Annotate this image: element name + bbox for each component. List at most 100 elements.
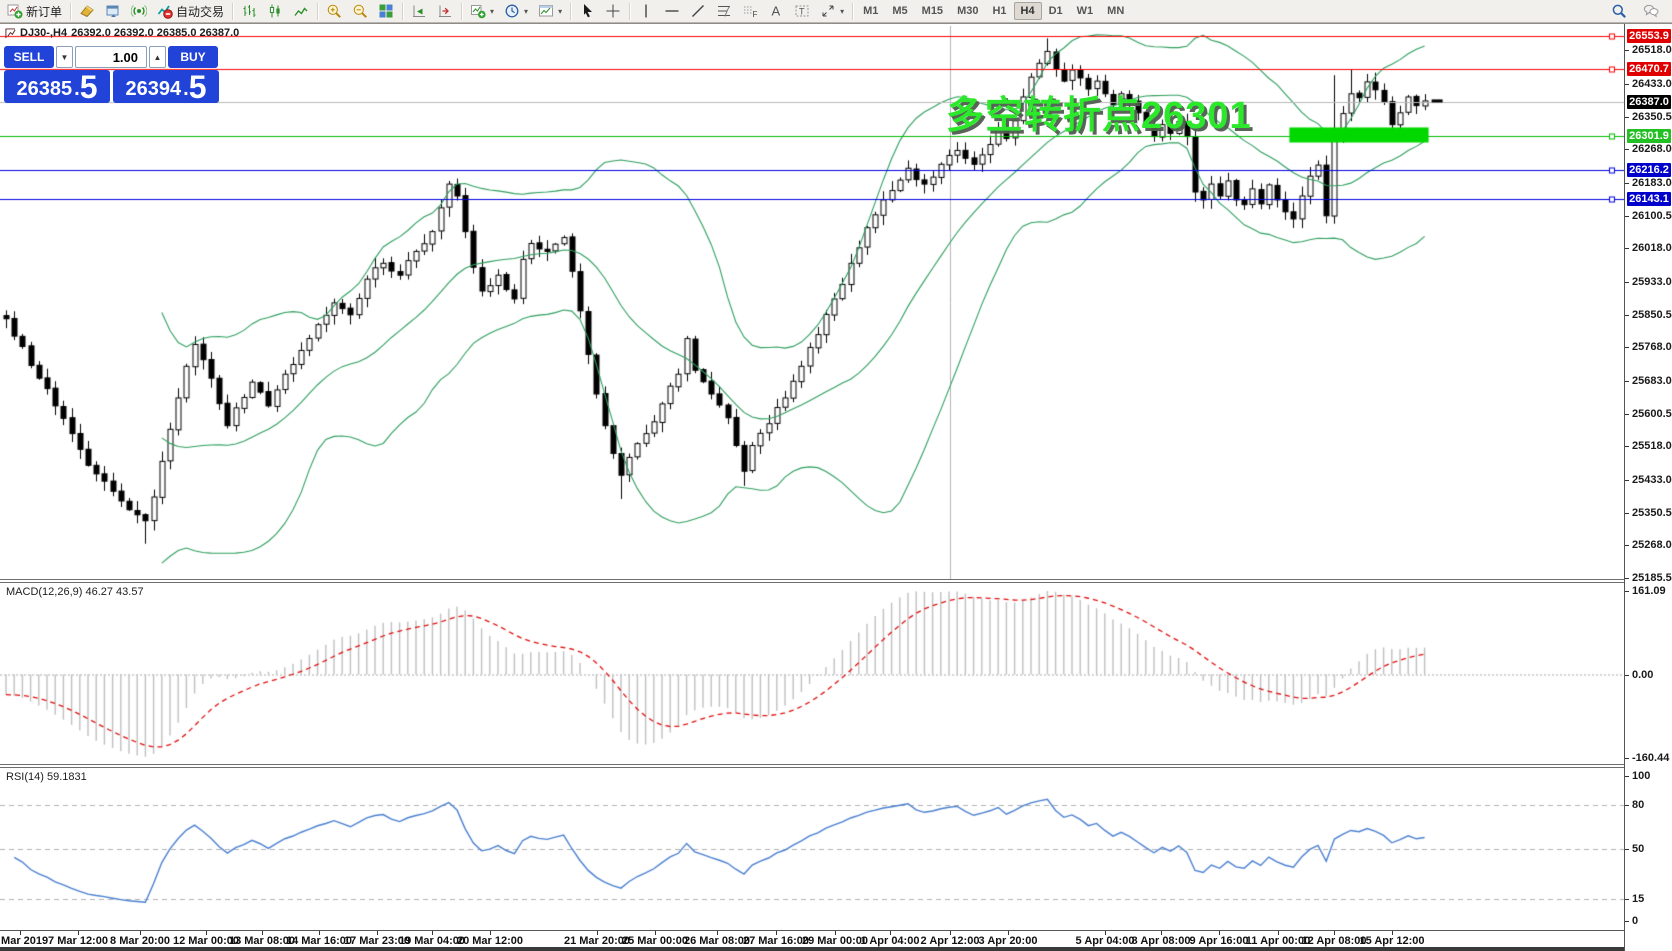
trendline-button[interactable]	[685, 0, 711, 23]
volume-input[interactable]	[75, 46, 147, 68]
cursor-icon	[579, 3, 595, 19]
price-line-badge: 26143.1	[1627, 192, 1671, 206]
tf-m5[interactable]: M5	[892, 5, 908, 17]
text-label-button[interactable]: T	[789, 0, 815, 23]
sell-button[interactable]: SELL	[4, 46, 54, 68]
axis-tick-mark	[1625, 578, 1629, 579]
toolbar-separator	[570, 2, 572, 20]
fibonacci-button[interactable]	[711, 0, 737, 23]
crosshair-button[interactable]	[600, 0, 626, 23]
terminal-button[interactable]	[100, 0, 126, 23]
tf-m30[interactable]: M30	[957, 5, 979, 17]
time-tick-label: 8 Mar 20:00	[110, 935, 170, 947]
buy-button[interactable]: BUY	[168, 46, 218, 68]
volume-increase-button[interactable]: ▲	[149, 46, 166, 68]
price-tick-label: 26018.0	[1632, 242, 1672, 254]
time-tick-mark	[1161, 931, 1162, 935]
buy-price-main: 26394	[125, 78, 182, 100]
time-tick-mark	[835, 931, 836, 935]
auto-trading-button[interactable]: 自动交易	[152, 0, 229, 23]
profile-icon	[79, 3, 95, 19]
buy-price[interactable]: 26394 . 5	[113, 70, 219, 103]
time-tick-mark	[140, 931, 141, 935]
time-tick-label: 25 Mar 00:00	[621, 935, 689, 947]
panel-separator[interactable]	[0, 579, 1672, 583]
channels-button[interactable]: F	[737, 0, 763, 23]
axis-tick-mark	[1625, 758, 1629, 759]
price-tick-label: 25768.0	[1632, 341, 1672, 353]
zoom-in-button[interactable]	[321, 0, 347, 23]
bar-chart-button[interactable]	[236, 0, 262, 23]
toolbar-separator	[70, 2, 72, 20]
tf-mn[interactable]: MN	[1107, 5, 1125, 17]
price-tick-label: 26350.5	[1632, 111, 1672, 123]
chart-title: DJ30-,H4 26392.0 26392.0 26385.0 26387.0	[5, 27, 239, 39]
price-axis[interactable]: 26518.0 26433.0 26350.5 26268.0 26183.0 26100…	[1624, 24, 1672, 951]
arrows-button[interactable]: ▾	[815, 0, 849, 23]
toolbar: 新订单 自动交易 ▾ ▾ ▾ F A T ▾ M1 M5 M15 M30 H1 H4 D1 W1 MN	[0, 0, 1672, 23]
zoom-out-button[interactable]	[347, 0, 373, 23]
axis-tick-mark	[1625, 414, 1629, 415]
price-tick-label: 26100.5	[1632, 210, 1672, 222]
chat-button[interactable]	[1638, 0, 1664, 23]
auto-scroll-button[interactable]	[406, 0, 432, 23]
text-button[interactable]: A	[763, 0, 789, 23]
vertical-line-button[interactable]	[633, 0, 659, 23]
time-tick-label: 20 Mar 12:00	[456, 935, 524, 947]
price-tick-label: 80	[1632, 799, 1645, 811]
tf-m15[interactable]: M15	[921, 5, 944, 17]
buy-price-frac: 5	[188, 69, 207, 105]
tf-h1[interactable]: H1	[992, 5, 1007, 17]
new-order-button[interactable]: 新订单	[2, 0, 67, 23]
axis-tick-mark	[1625, 347, 1629, 348]
grid-icon: F	[742, 3, 758, 19]
svg-text:T: T	[799, 7, 805, 17]
crosshair-icon	[605, 3, 621, 19]
tf-d1[interactable]: D1	[1048, 5, 1063, 17]
tf-h4[interactable]: H4	[1013, 2, 1042, 20]
time-tick-mark	[20, 931, 21, 935]
macd-panel[interactable]	[0, 583, 1624, 766]
new-chart-button[interactable]: ▾	[465, 0, 499, 23]
price-line-badge: 26387.0	[1627, 95, 1671, 109]
chart-profile-button[interactable]	[74, 0, 100, 23]
chart-annotation-text[interactable]: 多空转折点26301	[946, 95, 1252, 137]
sell-price-frac: 5	[79, 69, 98, 105]
period-icon	[504, 3, 520, 19]
price-tick-label: 25518.0	[1632, 440, 1672, 452]
time-tick-label: 29 Mar 00:00	[801, 935, 869, 947]
time-tick-mark	[377, 931, 378, 935]
zoom-in-icon	[326, 3, 342, 19]
signals-button[interactable]	[126, 0, 152, 23]
main-chart[interactable]	[0, 26, 1624, 581]
tile-windows-button[interactable]	[373, 0, 399, 23]
new-order-icon	[7, 3, 23, 19]
chart-shift-button[interactable]	[432, 0, 458, 23]
buy-price-dot: .	[183, 78, 189, 100]
time-tick-mark	[490, 931, 491, 935]
dropdown-arrow-icon: ▾	[524, 6, 529, 16]
price-tick-label: 26518.0	[1632, 44, 1672, 56]
volume-decrease-button[interactable]: ▼	[56, 46, 73, 68]
time-tick-mark	[319, 931, 320, 935]
panel-separator[interactable]	[0, 764, 1672, 768]
templates-button[interactable]: ▾	[533, 0, 567, 23]
search-button[interactable]	[1606, 0, 1632, 23]
one-click-trading-panel: SELL ▼ ▲ BUY 26385 . 5 26394 . 5	[4, 46, 222, 103]
horizontal-line-button[interactable]	[659, 0, 685, 23]
tf-m1[interactable]: M1	[863, 5, 879, 17]
tf-w1[interactable]: W1	[1076, 5, 1094, 17]
rsi-panel[interactable]	[0, 768, 1624, 930]
line-chart-button[interactable]	[288, 0, 314, 23]
candlestick-button[interactable]	[262, 0, 288, 23]
sell-price[interactable]: 26385 . 5	[4, 70, 110, 103]
dropdown-arrow-icon: ▾	[840, 6, 845, 16]
time-tick-label: 26 Mar 08:00	[683, 935, 751, 947]
price-tick-label: 0	[1632, 915, 1639, 927]
periods-button[interactable]: ▾	[499, 0, 533, 23]
vline-icon	[638, 3, 654, 19]
time-tick-label: 14 Mar 16:00	[285, 935, 353, 947]
time-tick-label: 3 Apr 20:00	[978, 935, 1038, 947]
cursor-button[interactable]	[574, 0, 600, 23]
